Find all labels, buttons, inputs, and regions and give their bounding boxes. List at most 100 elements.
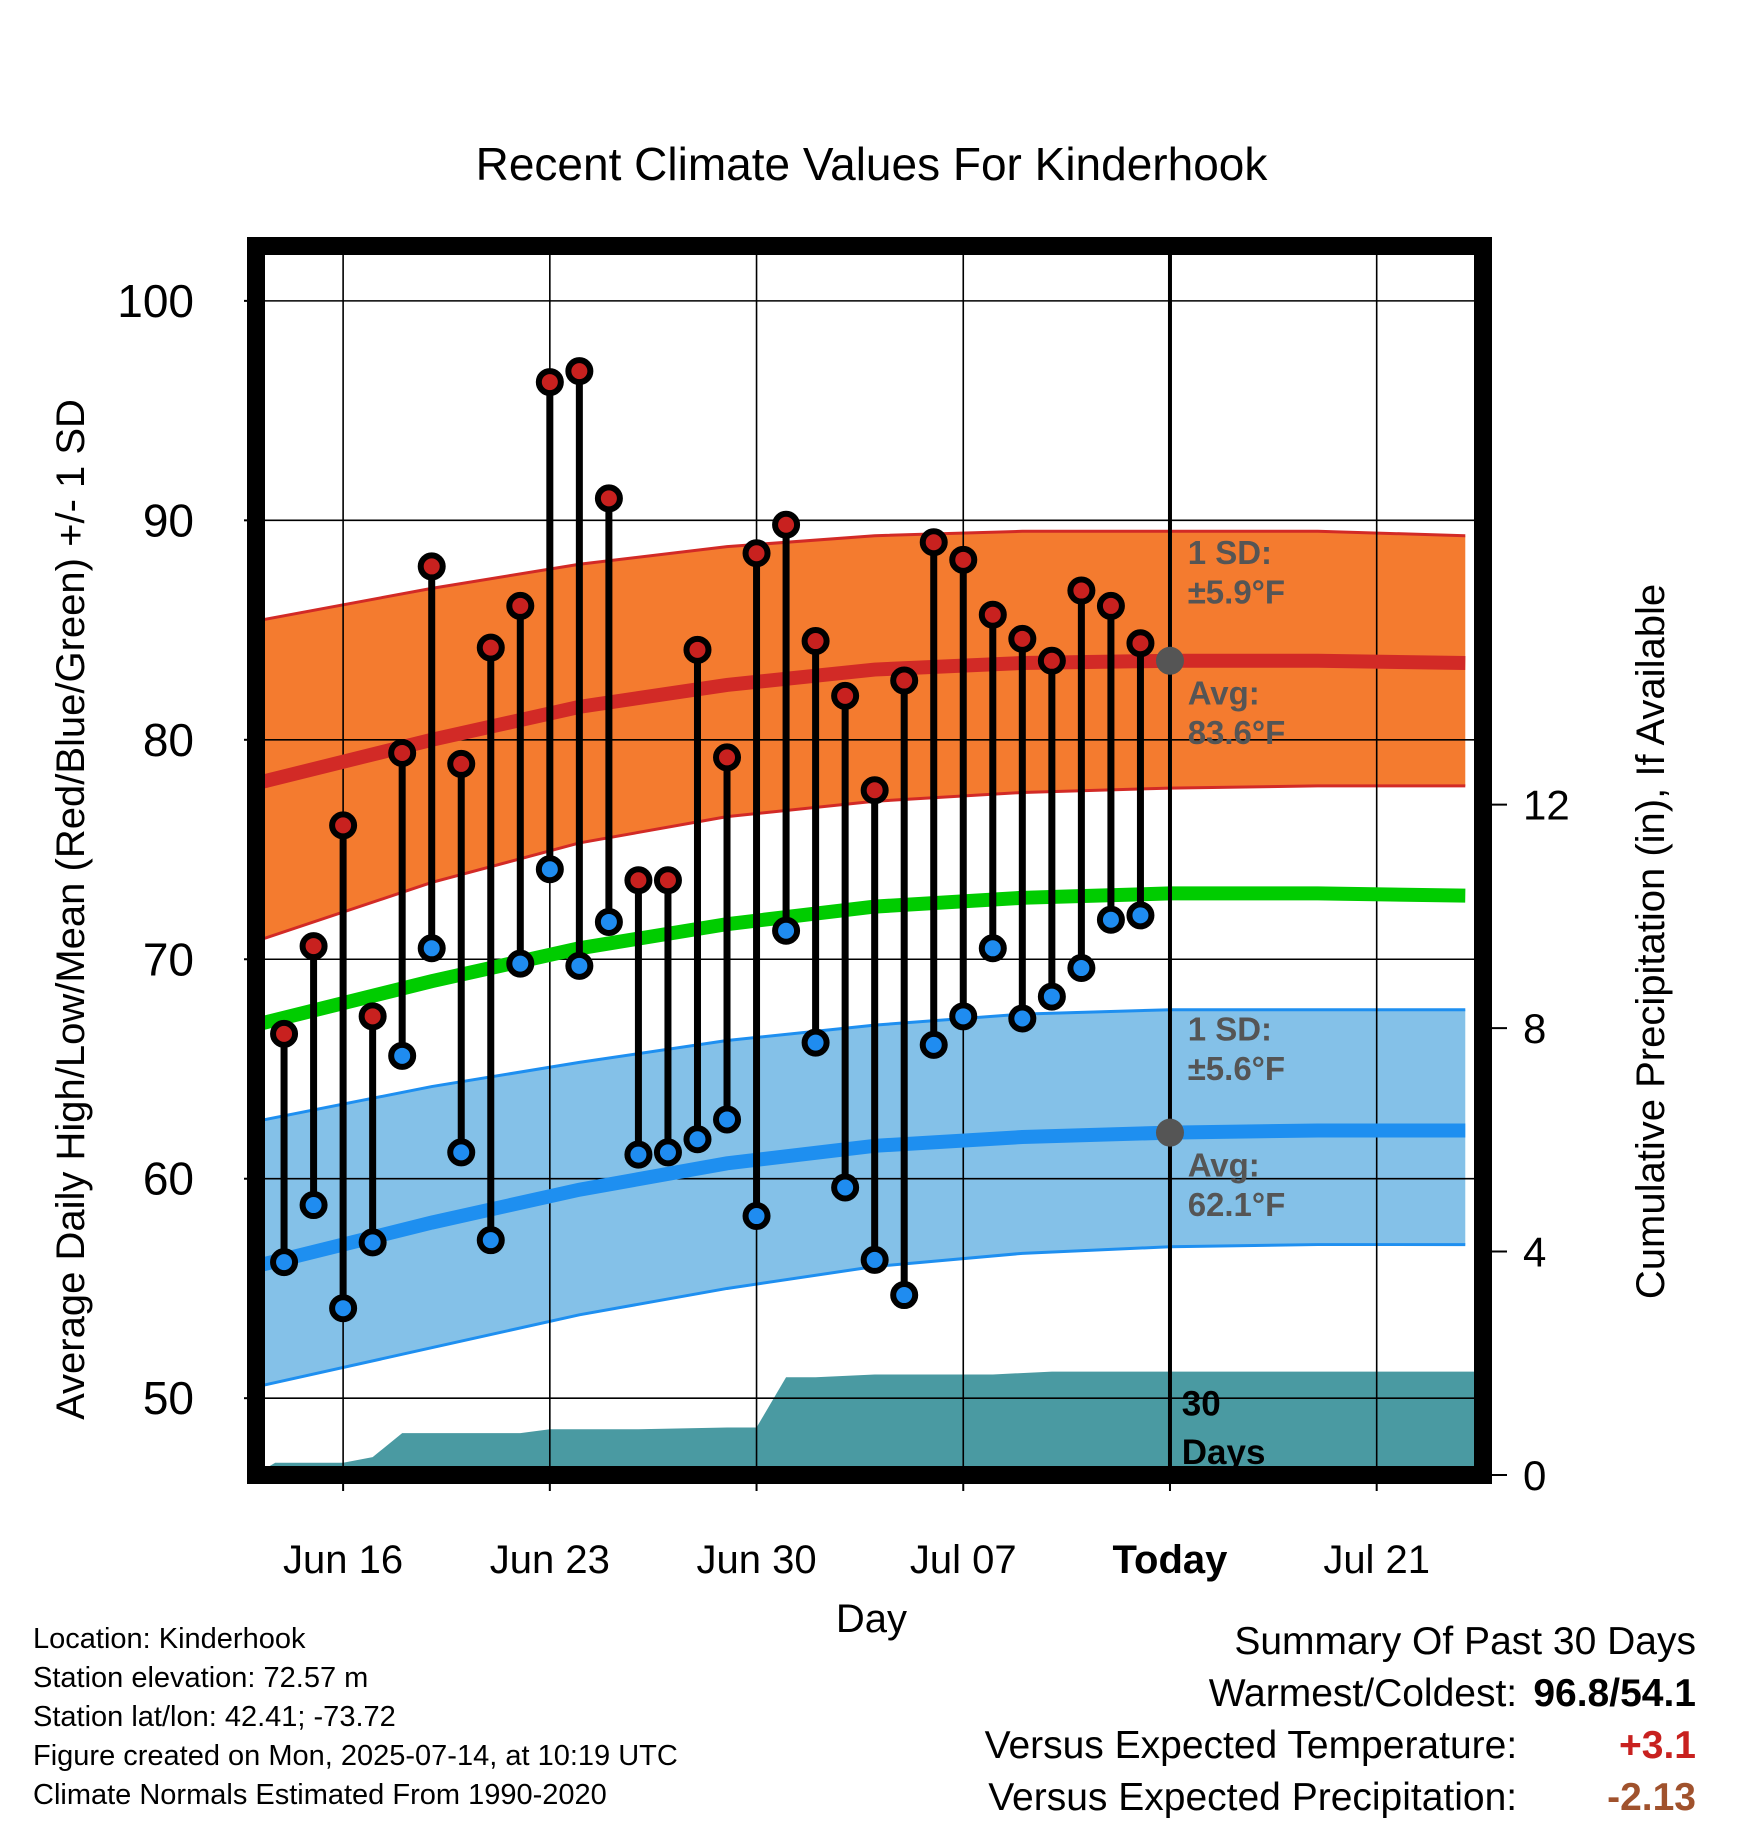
obs-high-point (447, 749, 476, 778)
created-text: Figure created on Mon, 2025-07-14, at 10… (33, 1740, 678, 1772)
low-sd-band (256, 1009, 1466, 1387)
temp-anomaly-label: Versus Expected Temperature: (984, 1724, 1518, 1767)
temp-anomaly-value: +3.1 (1619, 1724, 1696, 1767)
obs-high-point (624, 866, 653, 895)
x-axis-title: Day (836, 1597, 907, 1641)
obs-low-point (329, 1294, 358, 1323)
obs-high-point (594, 484, 623, 513)
obs-high-point (742, 539, 771, 568)
y-tick-label: 50 (143, 1372, 194, 1424)
warmest-coldest-value: 96.8/54.1 (1533, 1672, 1696, 1715)
station-info: Location: Kinderhook Station elevation: … (33, 1620, 678, 1815)
obs-low-point (949, 1002, 978, 1031)
precip-anomaly-label: Versus Expected Precipitation: (988, 1776, 1518, 1819)
high-upper-edge (256, 529, 1466, 623)
obs-high-point (565, 357, 594, 386)
precip-area (256, 1371, 1483, 1475)
obs-high-point (270, 1019, 299, 1048)
obs-low-point (1037, 982, 1066, 1011)
high-sd-band (256, 531, 1466, 942)
normals-text: Climate Normals Estimated From 1990-2020 (33, 1779, 607, 1811)
obs-low-point (447, 1138, 476, 1167)
y-axis-title: Average Daily High/Low/Mean (Red/Blue/Gr… (49, 399, 93, 1420)
obs-low-point (358, 1228, 387, 1257)
y-tick-label: 70 (143, 933, 194, 985)
obs-high-point (653, 866, 682, 895)
plot-frame (247, 237, 1492, 1484)
summary-panel: Summary Of Past 30 Days Warmest/Coldest:… (985, 1616, 1696, 1824)
precip-days-word: Days (1182, 1433, 1266, 1472)
summary-precipitation: Versus Expected Precipitation: -2.13 (985, 1772, 1696, 1824)
obs-high-point (1126, 629, 1155, 658)
x-tick-label: Today (1113, 1538, 1229, 1582)
x-tick-label: Jun 16 (283, 1538, 403, 1582)
obs-high-point (683, 635, 712, 664)
obs-high-point (831, 681, 860, 710)
today-low-normal-marker (1155, 1118, 1184, 1147)
obs-high-point (476, 633, 505, 662)
y2-axis-title: Cumulative Precipitation (in), If Availa… (1629, 584, 1673, 1299)
y-tick-label: 80 (143, 714, 194, 766)
x-tick-label: Jul 07 (910, 1538, 1017, 1582)
high-avg-label: Avg: (1188, 675, 1260, 712)
obs-high-point (860, 776, 889, 805)
obs-high-point (329, 811, 358, 840)
high-sd-value: ±5.9°F (1188, 574, 1285, 611)
warmest-coldest-label: Warmest/Coldest: (1208, 1672, 1518, 1715)
obs-low-point (860, 1245, 889, 1274)
obs-high-point (772, 510, 801, 539)
obs-high-point (1096, 591, 1125, 620)
obs-low-point (594, 907, 623, 936)
obs-low-point (831, 1173, 860, 1202)
y2-tick-label: 0 (1523, 1452, 1546, 1499)
obs-low-point (565, 951, 594, 980)
chart-title: Recent Climate Values For Kinderhook (476, 138, 1269, 190)
summary-title: Summary Of Past 30 Days (1234, 1620, 1696, 1663)
high-sd-label: 1 SD: (1188, 534, 1272, 571)
obs-high-point (299, 932, 328, 961)
x-tick-label: Jun 23 (490, 1538, 610, 1582)
obs-high-point (358, 1002, 387, 1031)
obs-low-point (919, 1030, 948, 1059)
high-avg-value: 83.6°F (1188, 714, 1286, 751)
obs-high-point (978, 600, 1007, 629)
obs-low-point (1126, 901, 1155, 930)
obs-low-point (890, 1281, 919, 1310)
obs-low-point (299, 1191, 328, 1220)
obs-high-point (506, 591, 535, 620)
obs-low-point (1067, 954, 1096, 983)
obs-low-point (801, 1028, 830, 1057)
low-sd-label: 1 SD: (1188, 1010, 1272, 1047)
precip-days-number: 30 (1182, 1385, 1221, 1424)
obs-low-point (772, 916, 801, 945)
obs-low-point (388, 1041, 417, 1070)
y-tick-label: 100 (117, 275, 194, 327)
obs-low-point (653, 1138, 682, 1167)
low-avg-label: Avg: (1188, 1147, 1260, 1184)
obs-high-point (1067, 576, 1096, 605)
obs-high-point (801, 627, 830, 656)
obs-low-point (1008, 1004, 1037, 1033)
low-sd-value: ±5.6°F (1188, 1050, 1285, 1087)
summary-temperature: Versus Expected Temperature: +3.1 (985, 1720, 1696, 1772)
precip-anomaly-value: -2.13 (1607, 1776, 1696, 1819)
obs-low-point (978, 934, 1007, 963)
obs-low-point (713, 1105, 742, 1134)
obs-low-point (270, 1248, 299, 1277)
obs-high-point (1008, 624, 1037, 653)
obs-low-point (742, 1202, 771, 1231)
obs-low-point (1096, 905, 1125, 934)
obs-high-point (713, 743, 742, 772)
obs-low-point (417, 934, 446, 963)
x-tick-label: Jun 30 (696, 1538, 816, 1582)
obs-high-point (919, 528, 948, 557)
y2-tick-label: 8 (1523, 1005, 1546, 1052)
location-text: Location: Kinderhook (33, 1623, 306, 1655)
low-avg-value: 62.1°F (1188, 1186, 1286, 1223)
obs-low-point (506, 949, 535, 978)
obs-high-point (388, 738, 417, 767)
summary-warmest-coldest: Warmest/Coldest: 96.8/54.1 (985, 1668, 1696, 1720)
obs-high-point (535, 368, 564, 397)
